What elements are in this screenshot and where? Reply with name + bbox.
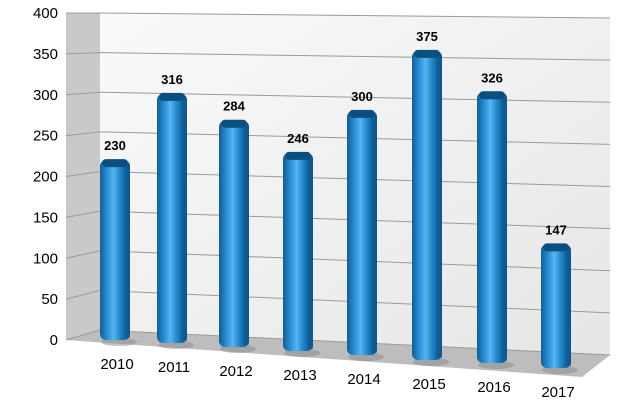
bar-side: [181, 99, 187, 341]
bar: [347, 109, 384, 361]
gridline-side: [65, 171, 101, 177]
floor: [66, 330, 610, 377]
bar-top: [479, 91, 505, 100]
bar: [283, 151, 320, 357]
y-tick-label: 50: [41, 291, 58, 308]
bar-body: [347, 110, 377, 355]
x-tick-label: 2011: [158, 359, 190, 376]
bar-side: [371, 116, 377, 353]
bar-top: [349, 109, 375, 118]
gridline-side: [65, 52, 101, 55]
bar-top: [102, 159, 128, 168]
data-label: 326: [481, 70, 503, 85]
data-label: 316: [161, 72, 183, 87]
gridline-side: [65, 289, 101, 300]
data-label: 230: [104, 138, 126, 153]
gridline: [99, 91, 611, 103]
left-wall: [66, 13, 100, 340]
bar-body: [157, 93, 187, 343]
bar: [219, 119, 256, 353]
bar-side: [307, 158, 313, 349]
gridline: [99, 12, 611, 19]
bar-side: [243, 126, 249, 345]
bar-top: [159, 92, 185, 101]
data-label: 246: [287, 131, 309, 146]
x-tick-label: 2012: [219, 363, 252, 380]
x-tick-label: 2017: [541, 384, 574, 401]
bar-body: [219, 120, 249, 347]
y-tick-label: 150: [33, 209, 58, 226]
x-tick-label: 2014: [347, 371, 380, 388]
gridline-side: [65, 329, 101, 341]
x-tick-label: 2015: [412, 376, 445, 393]
bar-body: [477, 92, 507, 363]
x-tick-label: 2013: [283, 367, 316, 384]
x-tick-label: 2016: [477, 379, 510, 396]
data-label: 300: [351, 89, 373, 104]
y-tick-label: 350: [33, 46, 58, 63]
data-label: 375: [416, 29, 438, 44]
bar-side: [124, 166, 130, 338]
gridline-side: [65, 91, 101, 96]
data-label: 147: [545, 222, 567, 237]
bar: [477, 91, 514, 369]
bar: [157, 92, 194, 349]
bar-side: [501, 98, 507, 361]
bar-top: [414, 49, 440, 58]
x-tick-label: 2010: [100, 356, 133, 373]
bar-top: [221, 119, 247, 128]
data-label: 284: [223, 99, 245, 114]
bar-body: [412, 50, 442, 360]
y-tick-label: 300: [33, 87, 58, 104]
gridline: [99, 52, 611, 61]
y-tick-label: 100: [33, 250, 58, 267]
bar: [412, 49, 449, 366]
y-tick-label: 0: [50, 332, 58, 349]
bar-body: [541, 244, 571, 368]
bar-top: [285, 151, 311, 160]
gridline-side: [65, 250, 101, 259]
y-tick-label: 400: [33, 5, 58, 22]
gridline-side: [65, 131, 101, 137]
bar: [541, 243, 578, 374]
bar-side: [565, 250, 571, 366]
bar-body: [283, 152, 313, 351]
bar-top: [543, 243, 569, 252]
bar-side: [436, 56, 442, 358]
y-tick-label: 250: [33, 128, 58, 145]
bar-body: [100, 160, 130, 340]
y-tick-label: 200: [33, 169, 58, 186]
gridline-side: [65, 210, 101, 218]
bar: [100, 159, 137, 346]
